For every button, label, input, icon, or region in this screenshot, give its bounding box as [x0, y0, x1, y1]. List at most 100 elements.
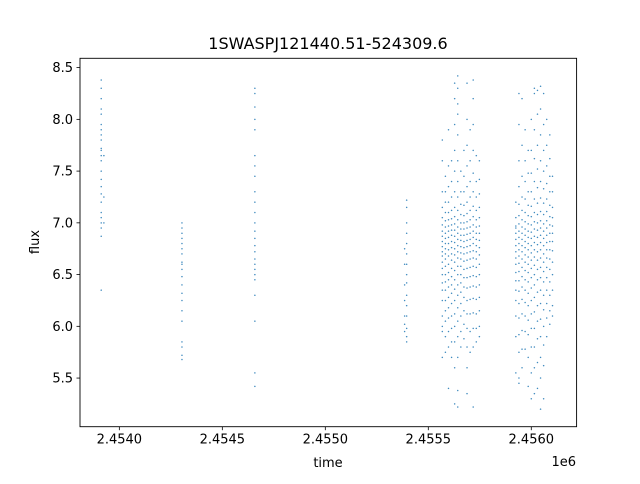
data-point	[539, 227, 542, 229]
data-point	[469, 218, 471, 221]
data-point	[457, 244, 459, 247]
data-point	[447, 230, 450, 232]
data-point	[521, 298, 523, 301]
data-point	[551, 250, 554, 252]
data-point	[441, 255, 444, 257]
data-point	[524, 246, 526, 249]
data-point	[542, 230, 545, 232]
data-point	[536, 259, 539, 261]
data-point	[441, 325, 444, 328]
data-point	[469, 313, 471, 315]
data-point	[545, 257, 548, 259]
data-point	[181, 284, 183, 286]
data-point	[521, 226, 523, 228]
data-point	[403, 299, 406, 302]
data-point	[472, 257, 474, 259]
data-point	[478, 232, 481, 234]
data-point	[549, 323, 551, 325]
data-point	[542, 253, 545, 255]
data-point	[530, 398, 533, 400]
data-point	[453, 223, 456, 225]
data-point	[539, 241, 542, 244]
data-point	[457, 265, 459, 268]
data-point	[549, 191, 551, 193]
data-point	[441, 251, 444, 253]
data-point	[254, 279, 256, 281]
data-point	[469, 226, 471, 228]
y-tick-label: 5.5	[52, 372, 73, 387]
data-point	[254, 268, 256, 271]
data-point	[444, 191, 447, 193]
data-point	[515, 299, 517, 302]
data-point	[542, 364, 545, 367]
data-point	[457, 113, 459, 115]
data-point	[518, 230, 520, 232]
data-point	[551, 232, 554, 234]
data-point	[403, 284, 406, 286]
data-point	[536, 291, 539, 293]
data-point	[469, 251, 471, 253]
data-point	[444, 351, 447, 353]
data-point	[518, 333, 520, 336]
data-point	[472, 123, 474, 126]
data-point	[441, 191, 444, 193]
data-point	[254, 118, 256, 121]
data-point	[457, 251, 459, 253]
data-point	[447, 128, 450, 131]
data-point	[524, 180, 526, 183]
data-point	[463, 268, 465, 271]
data-point	[472, 346, 474, 348]
data-point	[100, 147, 102, 150]
data-point	[533, 221, 536, 223]
data-point	[441, 261, 444, 263]
data-point	[453, 279, 456, 281]
data-point	[463, 214, 465, 217]
data-point	[450, 217, 453, 220]
data-point	[457, 320, 459, 322]
x-tick-label: 2.4540	[97, 433, 143, 448]
data-point	[444, 237, 447, 240]
data-point	[527, 242, 529, 245]
data-point	[254, 372, 256, 374]
data-point	[533, 87, 536, 90]
data-point	[457, 257, 459, 259]
data-point	[475, 226, 478, 228]
data-point	[466, 346, 468, 348]
data-point	[460, 252, 462, 254]
data-point	[453, 241, 456, 244]
data-point	[103, 196, 105, 198]
data-point	[472, 274, 474, 277]
data-point	[527, 230, 529, 232]
data-point	[530, 149, 533, 152]
data-point	[453, 206, 456, 209]
data-point	[524, 279, 526, 281]
data-point	[539, 276, 542, 279]
x-tick-label: 2.4550	[303, 433, 349, 448]
data-point	[524, 261, 526, 263]
data-point	[450, 160, 453, 162]
data-point	[536, 213, 539, 216]
data-point	[542, 92, 545, 95]
data-point	[545, 234, 548, 237]
data-point	[463, 276, 465, 279]
data-point	[533, 180, 536, 183]
data-point	[530, 299, 533, 302]
data-point	[524, 301, 526, 304]
data-point	[460, 222, 462, 224]
data-point	[447, 165, 450, 167]
data-point	[533, 327, 536, 330]
data-point	[181, 237, 183, 240]
data-point	[100, 201, 102, 203]
data-point	[530, 215, 533, 218]
data-point	[254, 92, 256, 95]
data-point	[542, 398, 545, 400]
data-point	[181, 232, 183, 234]
data-point	[100, 97, 102, 100]
data-point	[453, 123, 456, 126]
data-point	[181, 310, 183, 312]
data-point	[475, 244, 478, 247]
data-point	[524, 254, 526, 256]
data-point	[518, 92, 520, 95]
data-point	[515, 225, 517, 227]
data-point	[475, 232, 478, 234]
